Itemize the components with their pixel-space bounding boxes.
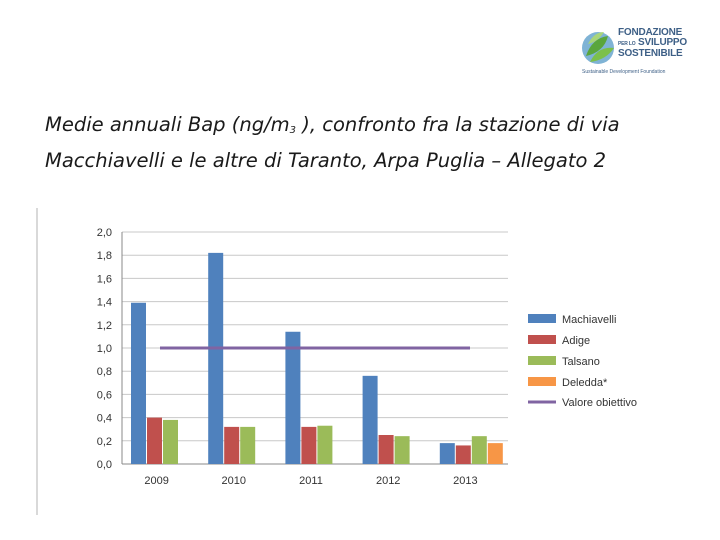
y-tick-label: 0,8: [97, 366, 112, 378]
y-tick-label: 1,0: [97, 343, 112, 355]
slide-title-subscript: 3: [289, 125, 297, 136]
bar-machiavelli-2013: [439, 443, 455, 464]
y-tick-label: 1,6: [97, 273, 112, 285]
x-tick-label: 2011: [299, 475, 323, 487]
y-tick-label: 0,2: [97, 436, 112, 448]
bar-machiavelli-2009: [131, 302, 146, 464]
x-tick-label: 2009: [144, 475, 168, 487]
bar-adige-2012: [378, 435, 394, 464]
bar-adige-2010: [224, 426, 240, 464]
legend-swatch: [528, 314, 556, 323]
y-tick-label: 1,4: [97, 297, 112, 309]
bar-machiavelli-2011: [285, 331, 301, 464]
bar-talsano-2010: [240, 426, 256, 464]
bar-adige-2009: [147, 417, 162, 464]
y-tick-label: 0,4: [97, 413, 112, 425]
bar-talsano-2011: [317, 425, 333, 464]
y-tick-label: 2,0: [97, 227, 112, 239]
logo-line2: SVILUPPO: [638, 37, 687, 48]
slide-title: Medie annuali Bap (ng/m3 ), confronto fr…: [45, 110, 705, 176]
y-tick-label: 1,8: [97, 250, 112, 262]
foundation-logo: FONDAZIONE PER LO SVILUPPO SOSTENIBILE S…: [578, 22, 708, 82]
y-tick-label: 0,6: [97, 389, 112, 401]
bar-adige-2013: [455, 445, 471, 464]
logo-subtitle: Sustainable Development Foundation: [582, 69, 666, 75]
logo-wordmark: FONDAZIONE PER LO SVILUPPO SOSTENIBILE: [618, 28, 710, 59]
legend-label: Talsano: [562, 356, 600, 368]
y-tick-label: 1,2: [97, 320, 112, 332]
x-tick-label: 2013: [453, 475, 477, 487]
legend-swatch: [528, 377, 556, 386]
bar-talsano-2013: [471, 436, 487, 464]
bar-chart: 0,0 0,2 0,4 0,6 0,8 1,0 1,2 1,4 1,6 1,8 2,0 2009 201…: [97, 227, 637, 487]
logo-line3: SOSTENIBILE: [618, 48, 683, 59]
chart-container: 0,0 0,2 0,4 0,6 0,8 1,0 1,2 1,4 1,6 1,8 2,0 2009 201…: [36, 208, 714, 515]
bar-machiavelli-2012: [362, 375, 378, 464]
legend-label: Adige: [562, 335, 590, 347]
legend-label: Valore obiettivo: [562, 397, 637, 409]
bar-machiavelli-2010: [208, 252, 224, 464]
legend-label: Deledda*: [562, 377, 608, 389]
logo-line1: FONDAZIONE: [618, 27, 683, 38]
slide-title-part1: Medie annuali Bap (ng/m: [45, 113, 290, 136]
slide-title-part2: ), confronto fra la stazione di via Macc…: [45, 113, 620, 172]
globe-leaves-icon: [582, 32, 614, 64]
y-tick-label: 0,0: [97, 459, 112, 471]
x-tick-label: 2010: [222, 475, 246, 487]
legend-swatch: [528, 356, 556, 365]
bar-deledda-2013: [487, 443, 503, 464]
bar-talsano-2009: [163, 419, 178, 464]
bar-adige-2011: [301, 426, 317, 464]
x-tick-label: 2012: [376, 475, 400, 487]
bar-talsano-2012: [394, 436, 410, 464]
logo-line2-small: PER LO: [618, 41, 636, 47]
legend-swatch: [528, 335, 556, 344]
legend-label: Machiavelli: [562, 314, 616, 326]
